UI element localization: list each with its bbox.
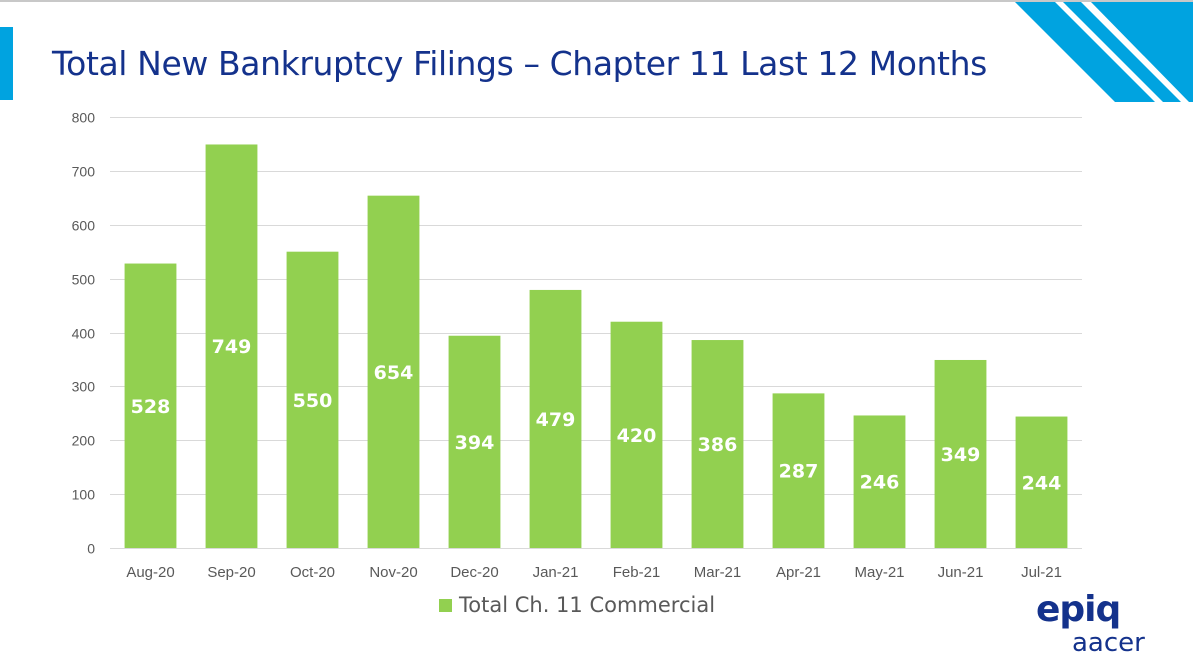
x-tick-label: Jun-21 bbox=[938, 564, 984, 581]
bar bbox=[124, 263, 177, 548]
bar bbox=[205, 144, 258, 548]
bar bbox=[529, 289, 582, 548]
x-axis-ticks: Aug-20 Sep-20 Oct-20 Nov-20 Dec-20 Jan-21 Feb-… bbox=[126, 564, 1062, 581]
left-accent-bar bbox=[0, 27, 13, 100]
x-tick-label: Oct-20 bbox=[290, 564, 335, 581]
bar bbox=[772, 393, 825, 548]
slide-title: Total New Bankruptcy Filings – Chapter 1… bbox=[52, 44, 987, 83]
bars bbox=[124, 144, 1068, 548]
logo-secondary: aacer bbox=[1072, 628, 1145, 658]
bar bbox=[691, 340, 744, 548]
data-label: 749 bbox=[212, 336, 252, 358]
bar bbox=[610, 321, 663, 548]
gridlines bbox=[110, 117, 1082, 549]
data-labels: 528 749 550 654 394 479 420 386 287 246 349 244 bbox=[131, 336, 1062, 494]
legend-swatch bbox=[439, 598, 452, 612]
y-tick-label: 500 bbox=[72, 272, 96, 288]
y-tick-label: 200 bbox=[72, 433, 96, 449]
x-tick-label: Jul-21 bbox=[1021, 564, 1062, 581]
data-label: 287 bbox=[779, 461, 819, 483]
x-tick-label: Jan-21 bbox=[533, 564, 579, 581]
logo-primary: epiq bbox=[1036, 589, 1121, 630]
data-label: 246 bbox=[860, 472, 900, 494]
data-label: 479 bbox=[536, 409, 576, 431]
x-tick-label: Feb-21 bbox=[613, 564, 661, 581]
y-tick-label: 600 bbox=[72, 218, 96, 234]
y-tick-label: 100 bbox=[72, 487, 96, 503]
y-tick-label: 800 bbox=[72, 110, 96, 126]
x-tick-label: May-21 bbox=[854, 564, 904, 581]
bar bbox=[448, 335, 501, 548]
data-label: 394 bbox=[455, 432, 495, 454]
x-tick-label: Mar-21 bbox=[694, 564, 742, 581]
bar bbox=[1015, 416, 1068, 548]
legend-label: Total Ch. 11 Commercial bbox=[459, 593, 716, 617]
data-label: 349 bbox=[941, 444, 981, 466]
data-label: 528 bbox=[131, 396, 171, 418]
y-tick-label: 700 bbox=[72, 164, 96, 180]
data-label: 386 bbox=[698, 434, 738, 456]
corner-stripes-decoration bbox=[1015, 2, 1193, 102]
legend: Total Ch. 11 Commercial bbox=[439, 593, 715, 617]
data-label: 550 bbox=[293, 390, 333, 412]
x-tick-label: Aug-20 bbox=[126, 564, 174, 581]
x-tick-label: Sep-20 bbox=[207, 564, 255, 581]
y-tick-label: 0 bbox=[87, 541, 95, 557]
x-tick-label: Dec-20 bbox=[450, 564, 498, 581]
x-tick-label: Nov-20 bbox=[369, 564, 417, 581]
data-label: 244 bbox=[1022, 472, 1062, 494]
y-tick-label: 400 bbox=[72, 326, 96, 342]
data-label: 654 bbox=[374, 362, 414, 384]
x-tick-label: Apr-21 bbox=[776, 564, 821, 581]
epiq-aacer-logo: epiq aacer bbox=[1036, 590, 1186, 662]
bar bbox=[853, 415, 906, 548]
bar bbox=[934, 359, 987, 548]
bar bbox=[286, 251, 339, 548]
y-axis-ticks: 0 100 200 300 400 500 600 700 800 bbox=[72, 110, 96, 557]
y-tick-label: 300 bbox=[72, 379, 96, 395]
top-rule bbox=[0, 0, 1193, 2]
data-label: 420 bbox=[617, 425, 657, 447]
bar bbox=[367, 195, 420, 548]
